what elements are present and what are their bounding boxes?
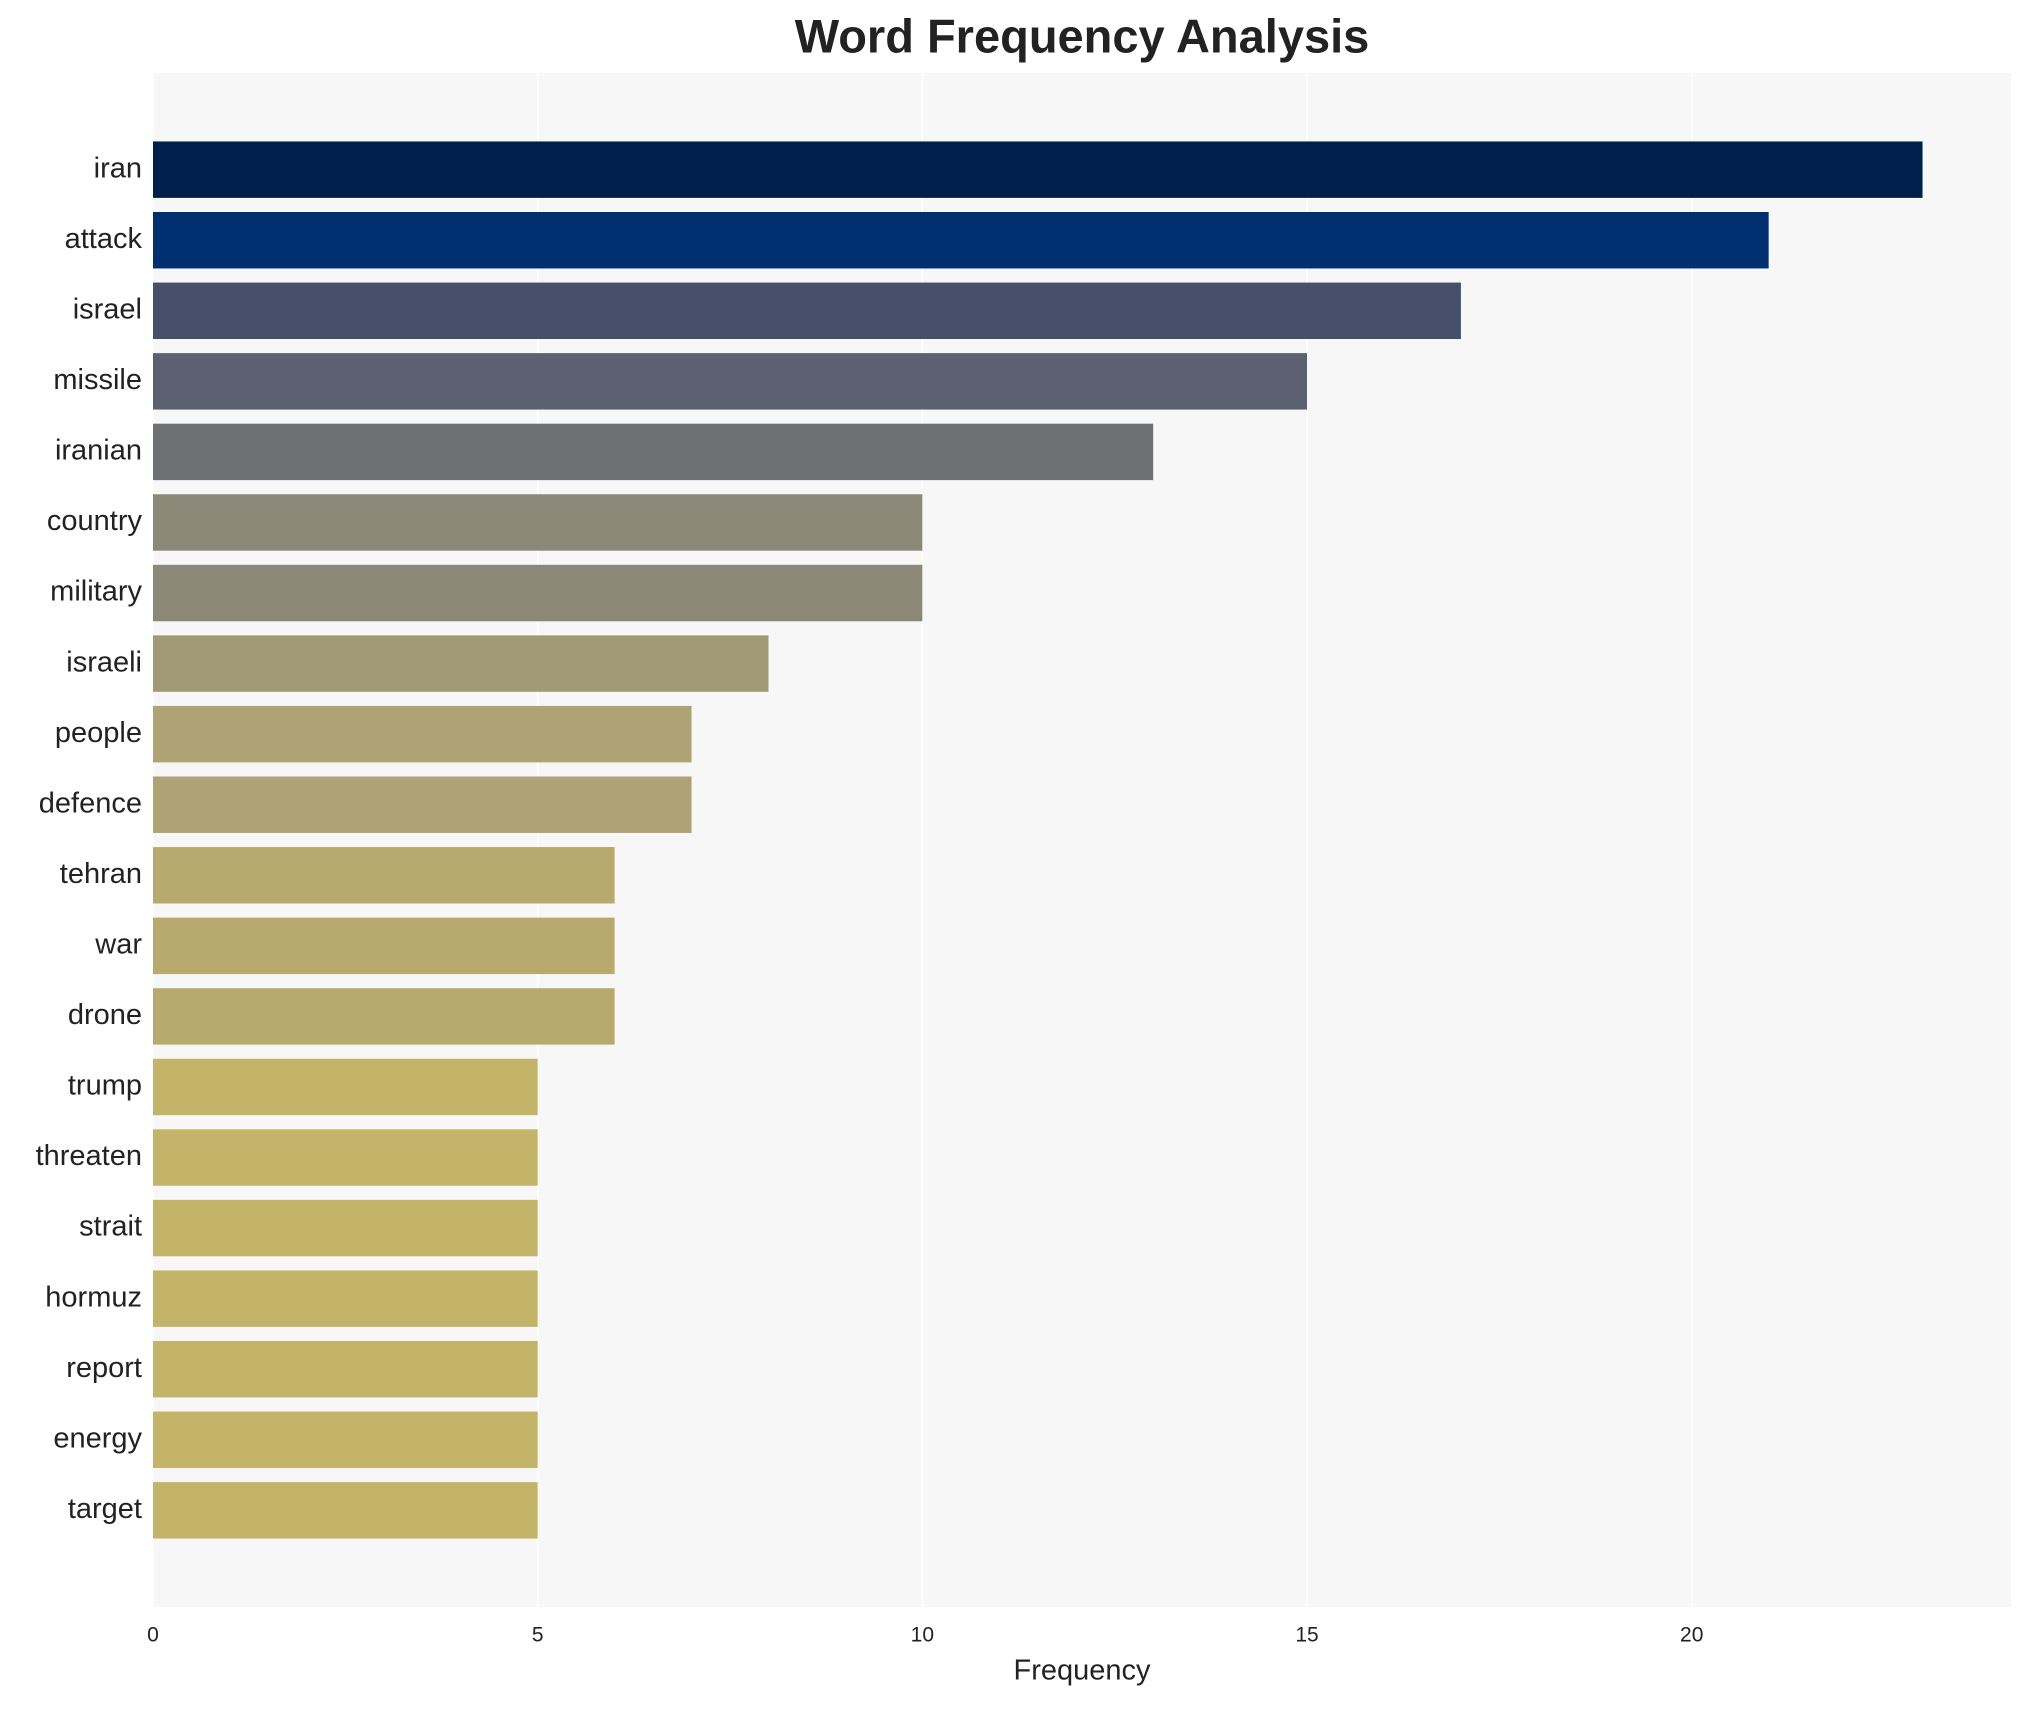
y-tick-label: country bbox=[47, 505, 143, 537]
bar bbox=[153, 988, 615, 1045]
bar bbox=[153, 141, 1923, 198]
x-axis-label: Frequency bbox=[1013, 1655, 1151, 1687]
y-tick-label: threaten bbox=[36, 1140, 142, 1172]
bar bbox=[153, 423, 1154, 481]
y-tick-label: strait bbox=[79, 1211, 142, 1243]
chart-title: Word Frequency Analysis bbox=[795, 9, 1370, 62]
y-tick-label: missile bbox=[53, 364, 142, 396]
y-tick-label: war bbox=[94, 928, 142, 960]
bar bbox=[153, 1340, 538, 1398]
bar bbox=[153, 1270, 538, 1327]
y-tick-label: israeli bbox=[66, 646, 142, 678]
y-tick-label: defence bbox=[39, 787, 142, 819]
x-tick-label: 15 bbox=[1295, 1624, 1318, 1647]
x-tick-label: 5 bbox=[532, 1624, 544, 1647]
y-tick-label: iran bbox=[94, 152, 142, 184]
bar bbox=[153, 212, 1769, 269]
bar bbox=[153, 776, 692, 833]
y-tick-label: tehran bbox=[60, 858, 142, 890]
x-tick-label: 10 bbox=[911, 1624, 934, 1647]
y-tick-label: trump bbox=[68, 1070, 142, 1102]
bar bbox=[153, 1129, 538, 1186]
y-tick-label: military bbox=[50, 576, 142, 608]
y-tick-label: target bbox=[68, 1493, 142, 1525]
bar bbox=[153, 1058, 538, 1116]
bar bbox=[153, 282, 1461, 340]
bar bbox=[153, 1199, 538, 1257]
bar bbox=[153, 635, 769, 692]
y-tick-label: hormuz bbox=[45, 1281, 142, 1313]
bar bbox=[153, 705, 692, 763]
bar bbox=[153, 1411, 538, 1468]
y-tick-label: drone bbox=[68, 999, 142, 1031]
x-tick-label: 20 bbox=[1680, 1624, 1703, 1647]
bar bbox=[153, 917, 615, 975]
y-tick-label: energy bbox=[53, 1422, 142, 1454]
y-tick-label: people bbox=[55, 717, 142, 749]
y-tick-label: iranian bbox=[55, 435, 142, 467]
x-tick-label: 0 bbox=[147, 1624, 159, 1647]
bar bbox=[153, 1482, 538, 1539]
y-tick-label: attack bbox=[65, 223, 143, 255]
bar bbox=[153, 353, 1308, 410]
bar bbox=[153, 564, 923, 622]
y-tick-label: report bbox=[66, 1352, 142, 1384]
y-tick-label: israel bbox=[73, 293, 142, 325]
bar bbox=[153, 494, 923, 551]
bar bbox=[153, 847, 615, 904]
